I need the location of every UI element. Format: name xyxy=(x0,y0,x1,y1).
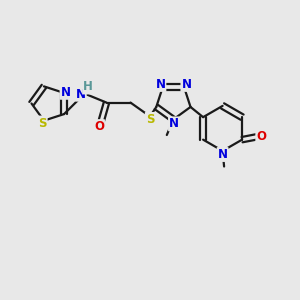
Text: S: S xyxy=(38,116,47,130)
Text: O: O xyxy=(94,120,104,133)
Text: O: O xyxy=(256,130,266,143)
Text: N: N xyxy=(182,78,191,91)
Text: N: N xyxy=(218,148,228,161)
Text: N: N xyxy=(155,78,165,91)
Text: N: N xyxy=(61,86,70,99)
Text: N: N xyxy=(76,88,86,101)
Text: H: H xyxy=(83,80,93,94)
Text: S: S xyxy=(146,113,154,126)
Text: N: N xyxy=(169,117,179,130)
